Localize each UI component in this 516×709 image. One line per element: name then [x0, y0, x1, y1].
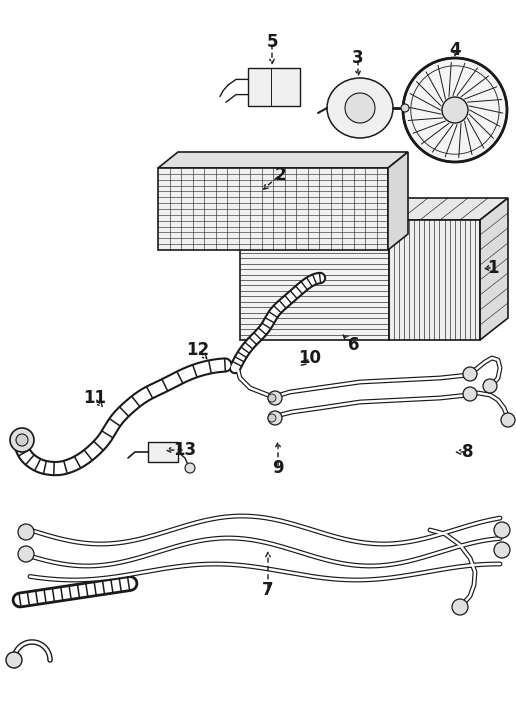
- Circle shape: [16, 434, 28, 446]
- Bar: [148, 442, 178, 462]
- Text: 10: 10: [298, 349, 321, 367]
- Bar: [240, 220, 389, 340]
- Circle shape: [403, 58, 507, 162]
- Circle shape: [494, 522, 510, 538]
- Circle shape: [442, 97, 468, 123]
- Ellipse shape: [345, 93, 375, 123]
- Bar: [158, 168, 388, 250]
- Circle shape: [452, 599, 468, 615]
- Circle shape: [463, 387, 477, 401]
- Circle shape: [18, 546, 34, 562]
- Circle shape: [483, 379, 497, 393]
- Polygon shape: [240, 198, 508, 220]
- Text: 13: 13: [173, 441, 197, 459]
- Bar: [248, 68, 300, 106]
- Polygon shape: [480, 198, 508, 340]
- Text: 4: 4: [449, 41, 461, 59]
- Circle shape: [268, 394, 276, 402]
- Text: 12: 12: [186, 341, 209, 359]
- Text: 7: 7: [262, 581, 274, 599]
- Text: 6: 6: [348, 336, 360, 354]
- Circle shape: [18, 524, 34, 540]
- Polygon shape: [158, 152, 408, 168]
- Circle shape: [268, 391, 282, 405]
- Circle shape: [494, 542, 510, 558]
- Text: 2: 2: [274, 166, 286, 184]
- Circle shape: [6, 652, 22, 668]
- Text: 8: 8: [462, 443, 474, 461]
- Circle shape: [10, 428, 34, 452]
- Text: 9: 9: [272, 459, 284, 477]
- Text: 1: 1: [487, 259, 499, 277]
- Circle shape: [401, 104, 409, 112]
- Text: 3: 3: [352, 49, 364, 67]
- Polygon shape: [388, 152, 408, 250]
- Bar: [389, 220, 480, 340]
- Circle shape: [463, 367, 477, 381]
- Ellipse shape: [327, 78, 393, 138]
- Circle shape: [501, 413, 515, 427]
- Circle shape: [268, 414, 276, 422]
- Circle shape: [268, 411, 282, 425]
- Text: 11: 11: [84, 389, 106, 407]
- Circle shape: [185, 463, 195, 473]
- Text: 5: 5: [266, 33, 278, 51]
